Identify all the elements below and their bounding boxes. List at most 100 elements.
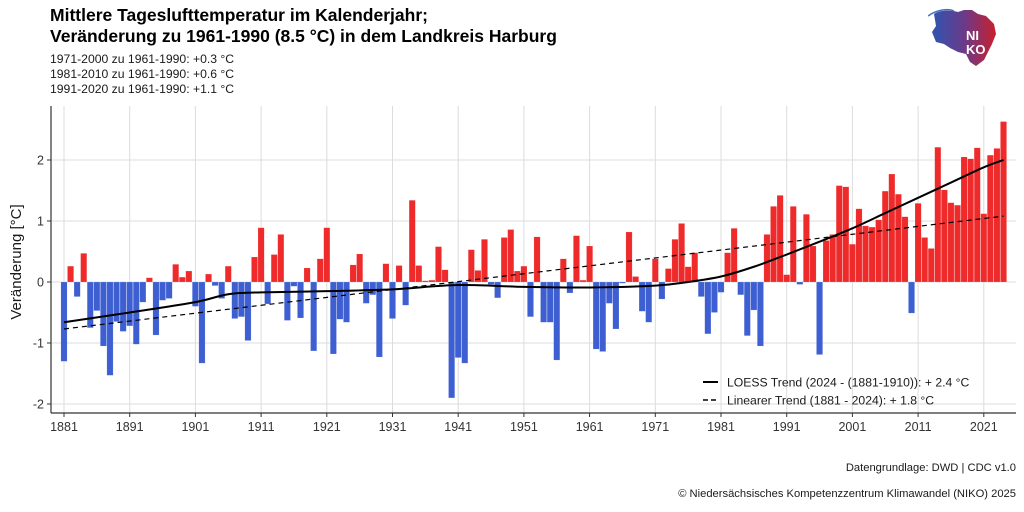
bar-1903 [205, 273, 212, 283]
bar-1933 [402, 281, 409, 306]
bar-1995 [809, 245, 817, 283]
bar-1973 [665, 268, 672, 283]
bar-1942 [461, 281, 469, 364]
bar-1907 [231, 281, 239, 319]
niko-logo-text-2: KO [966, 42, 986, 57]
chart-title-line2: Veränderung zu 1961-1990 (8.5 °C) in dem… [50, 26, 557, 46]
bar-1984 [737, 281, 745, 296]
x-tick-label: 2001 [838, 420, 866, 434]
x-tick-label: 1881 [50, 420, 78, 434]
bar-2008 [895, 193, 902, 283]
x-tick-label: 1961 [576, 420, 604, 434]
bar-1974 [671, 239, 679, 283]
bar-1922 [330, 281, 337, 355]
bar-1962 [592, 281, 600, 350]
x-tick-label: 1911 [248, 420, 275, 434]
bar-1938 [435, 246, 442, 283]
bar-1978 [697, 281, 705, 297]
copyright: © Niedersächsisches Kompetenzzentrum Kli… [678, 488, 1016, 500]
bar-1966 [619, 281, 626, 284]
bar-1993 [796, 281, 804, 285]
bar-2018 [960, 156, 968, 283]
bar-1905 [218, 281, 225, 299]
bar-1946 [487, 281, 495, 285]
x-tick-label: 1901 [181, 420, 209, 434]
x-tick-label: 2021 [970, 420, 998, 434]
bar-1887 [100, 281, 107, 347]
bar-1906 [224, 265, 232, 283]
bar-2004 [868, 226, 876, 283]
bar-1980 [711, 281, 718, 313]
bar-1885 [86, 281, 94, 328]
bar-1972 [658, 281, 666, 300]
bar-1929 [376, 281, 383, 358]
bar-1889 [113, 281, 120, 322]
legend-label: Linearer Trend (1881 - 2024): + 1.8 °C [727, 394, 934, 408]
x-tick-label: 1951 [510, 420, 538, 434]
bar-1996 [816, 281, 823, 355]
bar-2021 [980, 213, 988, 283]
bar-2012 [921, 237, 928, 283]
bar-1998 [829, 234, 836, 283]
bar-1909 [244, 281, 252, 341]
loess-trend-line [63, 159, 1004, 324]
bar-1965 [612, 281, 620, 330]
bar-1979 [704, 281, 712, 335]
y-axis-label: Veränderung [°C] [8, 204, 25, 319]
bar-1971 [652, 258, 659, 283]
legend-label: LOESS Trend (2024 - (1881-1910)): + 2.4 … [727, 376, 970, 390]
bar-1908 [238, 281, 245, 317]
bar-1945 [481, 239, 488, 283]
x-tick-label: 1981 [707, 420, 735, 434]
bar-1894 [146, 277, 153, 283]
bar-1892 [132, 281, 140, 345]
bar-1970 [645, 281, 653, 323]
bar-1952 [527, 281, 534, 317]
bar-2017 [954, 204, 961, 283]
bar-1928 [369, 281, 377, 296]
bar-1921 [323, 227, 331, 283]
bar-1923 [336, 281, 344, 320]
bar-1883 [73, 281, 81, 297]
bar-1904 [211, 281, 219, 286]
bar-1890 [119, 281, 127, 332]
bar-1944 [474, 270, 482, 283]
subtitle-line: 1991-2020 zu 1961-1990: +1.1 °C [50, 82, 235, 96]
bar-1930 [382, 263, 390, 283]
bar-1888 [106, 281, 114, 376]
bar-1948 [500, 237, 508, 283]
bar-2005 [875, 219, 882, 283]
bar-2016 [947, 202, 955, 283]
bar-1976 [684, 266, 692, 283]
bar-1896 [159, 281, 166, 301]
bar-2007 [888, 173, 896, 283]
bar-2001 [849, 243, 856, 283]
trend-lines [63, 159, 1004, 330]
linear-trend-line [63, 215, 1004, 330]
bar-1956 [553, 281, 561, 361]
bars [60, 121, 1007, 399]
bar-1964 [606, 281, 613, 304]
axes: -2 -1 0 1 2 1881 1891 1901 1911 1921 1931 1941 1951 1… [33, 106, 1016, 434]
bar-1961 [586, 245, 593, 283]
bar-2011 [914, 203, 922, 283]
bar-1943 [468, 249, 475, 283]
bar-2010 [908, 281, 915, 314]
bar-1898 [172, 264, 179, 283]
bar-1987 [757, 281, 764, 347]
x-tick-label: 1891 [116, 420, 144, 434]
bar-1969 [638, 281, 646, 312]
x-tick-label: 2011 [905, 420, 932, 434]
bar-2006 [881, 190, 889, 283]
bar-1926 [356, 253, 363, 283]
bar-1901 [192, 281, 199, 307]
bar-1925 [349, 264, 357, 283]
bar-1915 [284, 281, 291, 321]
bar-1935 [415, 265, 423, 283]
bar-1992 [789, 206, 797, 283]
bar-1990 [776, 195, 784, 283]
bar-1919 [310, 281, 317, 352]
bar-2003 [862, 225, 869, 283]
bar-1900 [185, 270, 193, 283]
bar-2015 [941, 189, 948, 283]
